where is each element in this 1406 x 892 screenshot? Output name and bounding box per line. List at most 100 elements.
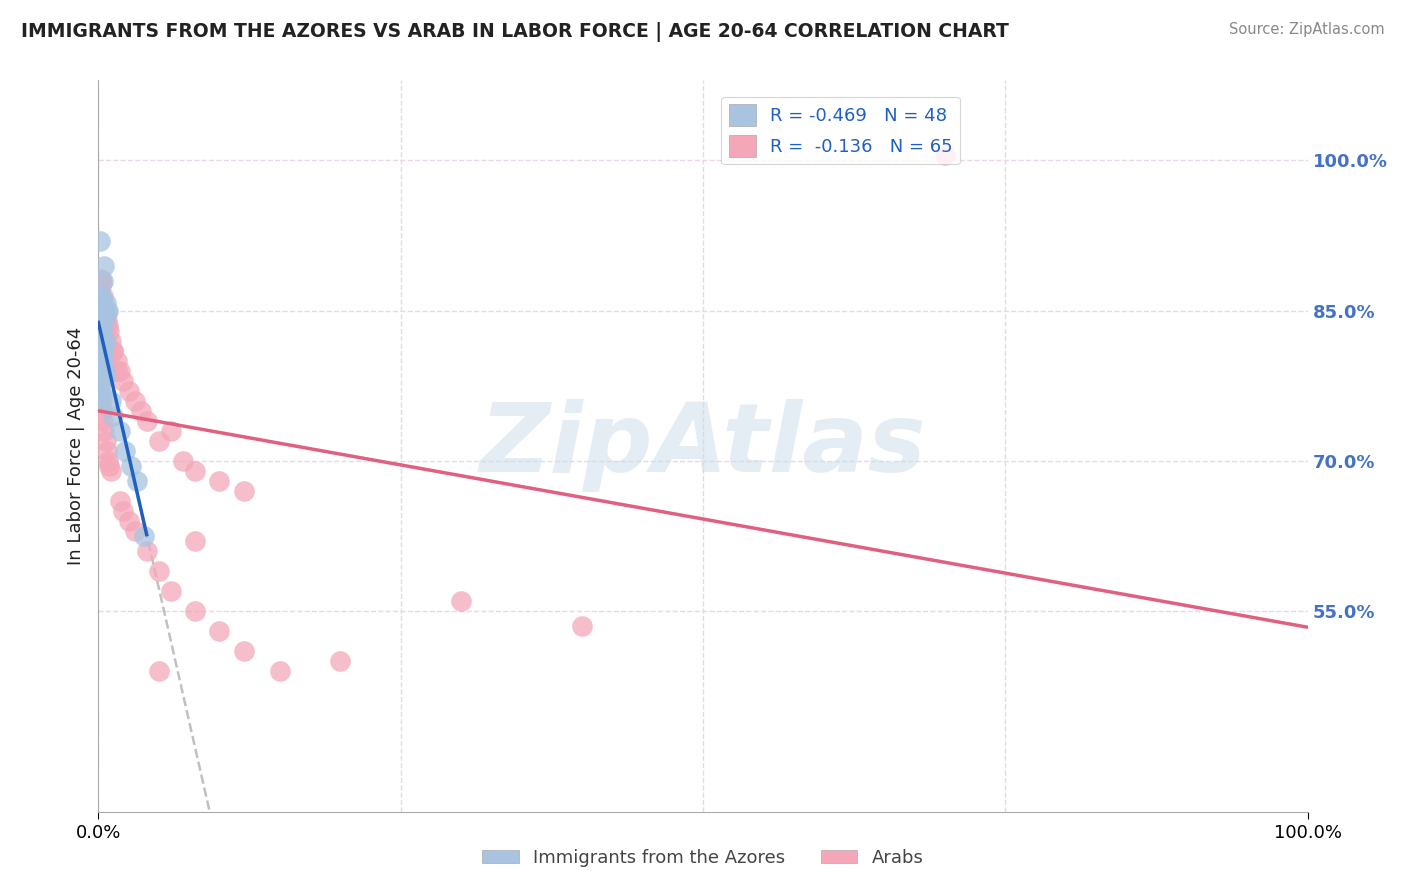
Point [91, 274, 114, 288]
Point [148, 434, 170, 448]
Point [232, 484, 254, 499]
Point [91, 289, 114, 303]
Point [93, 359, 115, 373]
Point [98, 324, 121, 338]
Point [124, 393, 146, 408]
Point [90, 306, 112, 320]
Point [91, 404, 114, 418]
Point [91, 306, 114, 320]
Point [91, 346, 114, 360]
Point [91, 339, 114, 353]
Point [91, 324, 114, 338]
Point [90, 356, 112, 370]
Point [160, 424, 183, 438]
Point [91, 276, 114, 290]
Point [184, 604, 207, 618]
Point [90, 339, 112, 353]
Point [90, 271, 112, 285]
Point [148, 665, 170, 679]
Point [120, 458, 142, 473]
Text: ZipAtlas: ZipAtlas [479, 400, 927, 492]
Point [93, 299, 115, 313]
Point [91, 324, 114, 338]
Point [93, 259, 115, 273]
Point [89, 289, 111, 303]
Point [89, 334, 111, 348]
Point [96, 343, 118, 358]
Point [96, 314, 118, 328]
Point [571, 619, 593, 633]
Point [96, 303, 118, 318]
Point [184, 534, 207, 549]
Point [184, 464, 207, 478]
Point [111, 504, 134, 518]
Point [97, 454, 120, 468]
Point [101, 343, 124, 358]
Point [94, 339, 117, 353]
Point [111, 374, 134, 388]
Point [108, 424, 131, 438]
Point [94, 295, 117, 310]
Point [93, 334, 115, 348]
Point [105, 354, 128, 368]
Point [91, 389, 114, 403]
Text: IMMIGRANTS FROM THE AZORES VS ARAB IN LABOR FORCE | AGE 20-64 CORRELATION CHART: IMMIGRANTS FROM THE AZORES VS ARAB IN LA… [21, 22, 1010, 42]
Point [89, 278, 111, 293]
Point [91, 343, 114, 358]
Point [94, 368, 117, 383]
Point [89, 351, 111, 366]
Point [89, 316, 111, 330]
Point [96, 444, 118, 458]
Point [91, 364, 114, 378]
Point [134, 529, 156, 543]
Point [91, 349, 114, 363]
Text: Source: ZipAtlas.com: Source: ZipAtlas.com [1229, 22, 1385, 37]
Legend: R = -0.469   N = 48, R =  -0.136   N = 65: R = -0.469 N = 48, R = -0.136 N = 65 [721, 96, 960, 164]
Point [90, 318, 112, 333]
Point [91, 359, 114, 374]
Point [450, 594, 472, 608]
Point [93, 311, 115, 326]
Point [98, 458, 121, 473]
Point [93, 314, 115, 328]
Point [97, 303, 120, 318]
Point [208, 624, 231, 639]
Point [269, 665, 291, 679]
Point [160, 584, 183, 599]
Point [101, 409, 124, 423]
Point [89, 291, 111, 305]
Point [172, 454, 194, 468]
Point [90, 384, 112, 398]
Point [90, 342, 112, 356]
Point [90, 289, 112, 303]
Point [135, 544, 157, 558]
Point [91, 292, 114, 306]
Point [90, 299, 112, 313]
Legend: Immigrants from the Azores, Arabs: Immigrants from the Azores, Arabs [475, 842, 931, 874]
Point [90, 295, 112, 310]
Point [232, 644, 254, 658]
Point [91, 414, 114, 428]
Point [124, 524, 146, 538]
Point [97, 354, 120, 368]
Point [91, 343, 114, 358]
Point [108, 364, 131, 378]
Point [129, 404, 152, 418]
Point [91, 393, 114, 408]
Y-axis label: In Labor Force | Age 20-64: In Labor Force | Age 20-64 [66, 326, 84, 566]
Point [100, 334, 122, 348]
Point [94, 334, 117, 348]
Point [91, 328, 114, 343]
Point [94, 309, 117, 323]
Point [148, 564, 170, 578]
Point [90, 343, 112, 358]
Point [208, 474, 231, 488]
Point [91, 292, 114, 306]
Point [329, 655, 352, 669]
Point [108, 494, 131, 508]
Point [91, 299, 114, 313]
Point [90, 393, 112, 408]
Point [105, 364, 128, 378]
Point [89, 309, 111, 323]
Point [91, 299, 114, 313]
